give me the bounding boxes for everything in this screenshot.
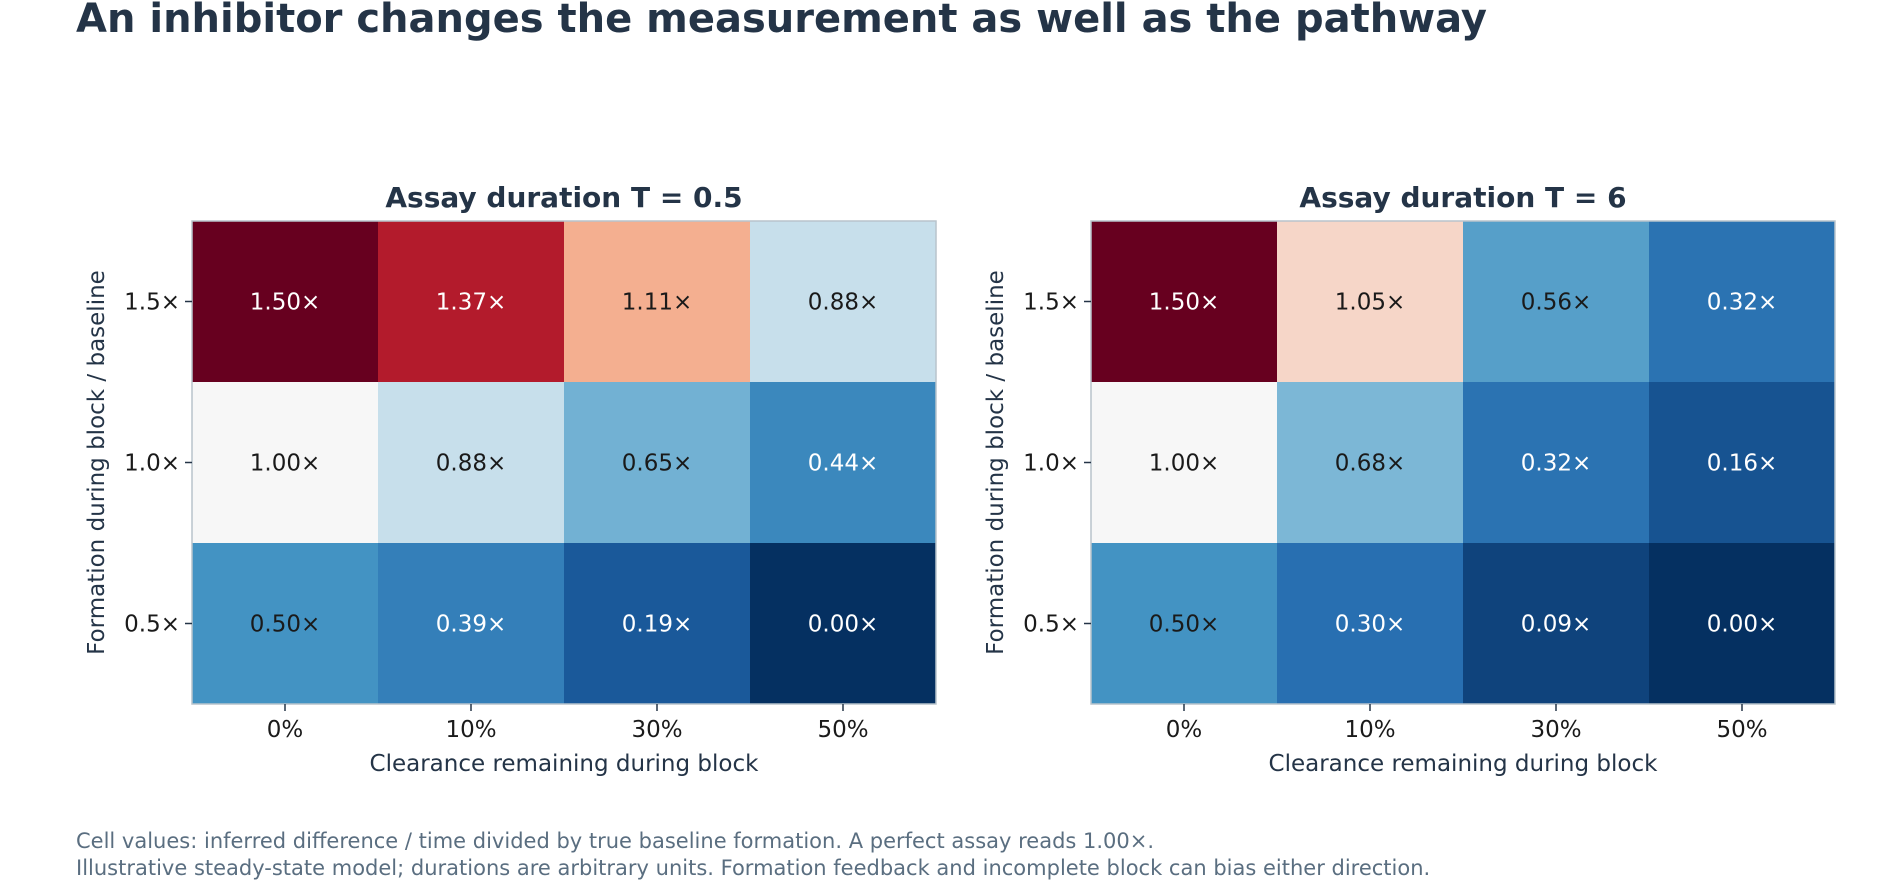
footnote-line-1: Cell values: inferred difference / time …	[76, 829, 1155, 853]
y-tick-label: 0.5×	[1023, 612, 1079, 638]
cell-value-label: 1.37×	[436, 290, 506, 316]
cell-value-label: 0.50×	[250, 612, 320, 638]
x-tick-label: 10%	[445, 717, 496, 743]
cell-value-label: 0.88×	[808, 290, 878, 316]
x-tick-label: 0%	[1166, 717, 1203, 743]
x-tick-label: 30%	[1530, 717, 1581, 743]
heatmap-cell	[750, 543, 936, 704]
heatmap-cell	[564, 543, 750, 704]
x-tick-label: 0%	[267, 717, 304, 743]
heatmap-cell	[192, 382, 378, 543]
cell-value-label: 1.50×	[1149, 290, 1219, 316]
cell-value-label: 0.44×	[808, 451, 878, 477]
panel-title: Assay duration T = 6	[1299, 181, 1626, 214]
y-axis-label: Formation during block / baseline	[84, 270, 110, 655]
x-tick-label: 30%	[631, 717, 682, 743]
x-tick-label: 50%	[817, 717, 868, 743]
cell-value-label: 0.16×	[1707, 451, 1777, 477]
cell-value-label: 1.11×	[622, 290, 692, 316]
heatmap-cell	[1649, 382, 1835, 543]
cell-value-label: 1.05×	[1335, 290, 1405, 316]
heatmap-cell	[1277, 543, 1463, 704]
heatmap-cell	[750, 221, 936, 382]
cell-value-label: 0.32×	[1707, 290, 1777, 316]
y-tick-label: 1.5×	[124, 290, 180, 316]
heatmap-cell	[750, 382, 936, 543]
heatmap-cell	[378, 382, 564, 543]
heatmap-cell	[378, 543, 564, 704]
cell-value-label: 0.50×	[1149, 612, 1219, 638]
heatmap-cell	[564, 221, 750, 382]
heatmap-cell	[1091, 382, 1277, 543]
cell-value-label: 0.00×	[1707, 612, 1777, 638]
heatmap-cell	[1463, 543, 1649, 704]
y-tick-label: 1.5×	[1023, 290, 1079, 316]
x-axis-label: Clearance remaining during block	[1269, 751, 1659, 777]
heatmap-cell	[1649, 221, 1835, 382]
cell-value-label: 0.88×	[436, 451, 506, 477]
cell-value-label: 1.00×	[250, 451, 320, 477]
heatmap-cell	[1091, 543, 1277, 704]
heatmap-cell	[1463, 221, 1649, 382]
y-axis-label: Formation during block / baseline	[983, 270, 1009, 655]
heatmap-cell	[564, 382, 750, 543]
cell-value-label: 0.32×	[1521, 451, 1591, 477]
figure-title: An inhibitor changes the measurement as …	[76, 0, 1487, 42]
x-tick-label: 10%	[1344, 717, 1395, 743]
heatmap-cell	[1277, 221, 1463, 382]
cell-value-label: 0.39×	[436, 612, 506, 638]
x-tick-label: 50%	[1716, 717, 1767, 743]
panel-title: Assay duration T = 0.5	[385, 181, 742, 214]
cell-value-label: 0.19×	[622, 612, 692, 638]
heatmap-cell	[378, 221, 564, 382]
cell-value-label: 1.00×	[1149, 451, 1219, 477]
y-tick-label: 1.0×	[124, 451, 180, 477]
cell-value-label: 1.50×	[250, 290, 320, 316]
cell-value-label: 0.00×	[808, 612, 878, 638]
cell-value-label: 0.09×	[1521, 612, 1591, 638]
y-tick-label: 0.5×	[124, 612, 180, 638]
cell-value-label: 0.30×	[1335, 612, 1405, 638]
y-tick-label: 1.0×	[1023, 451, 1079, 477]
footnote-line-2: Illustrative steady-state model; duratio…	[76, 856, 1431, 880]
heatmap-cell	[1463, 382, 1649, 543]
heatmap-cell	[1091, 221, 1277, 382]
heatmap-cell	[192, 543, 378, 704]
cell-value-label: 0.68×	[1335, 451, 1405, 477]
x-axis-label: Clearance remaining during block	[370, 751, 760, 777]
heatmap-cell	[192, 221, 378, 382]
cell-value-label: 0.56×	[1521, 290, 1591, 316]
heatmap-cell	[1649, 543, 1835, 704]
cell-value-label: 0.65×	[622, 451, 692, 477]
heatmap-cell	[1277, 382, 1463, 543]
